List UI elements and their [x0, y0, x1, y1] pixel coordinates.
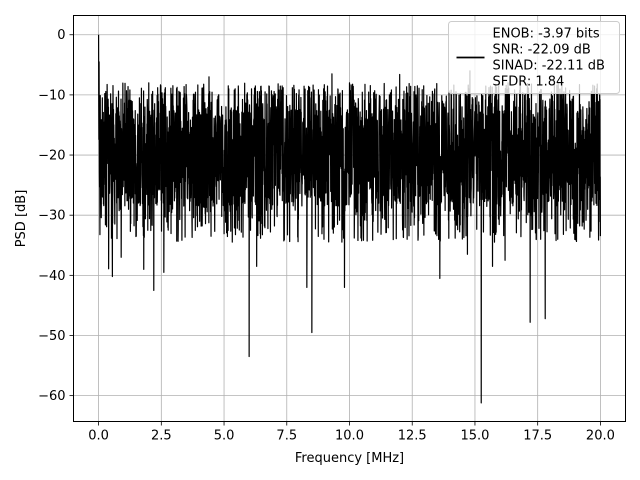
- x-tick-label: 17.5: [523, 429, 552, 444]
- y-tick-label: −30: [38, 209, 65, 224]
- x-tick-label: 5.0: [214, 429, 235, 444]
- x-tick-label: 15.0: [460, 429, 489, 444]
- legend-label-line: SFDR: 1.84: [493, 75, 565, 90]
- y-tick-label: 0: [57, 28, 65, 43]
- y-tick-label: −60: [38, 389, 65, 404]
- y-axis-label: PSD [dB]: [14, 190, 29, 248]
- x-tick-label: 0.0: [88, 429, 109, 444]
- legend-box: [448, 21, 620, 94]
- psd-series-line: [97, 34, 602, 404]
- axis-ticks: 0.0 2.5 5.0 7.5 10.0 12.5 15.0 17.5 20.0 0 −10 −20 −…: [38, 28, 615, 443]
- x-tick-label: 20.0: [586, 429, 615, 444]
- x-axis-label: Frequency [MHz]: [295, 451, 404, 466]
- plot-area: [97, 34, 602, 404]
- x-tick-label: 10.0: [335, 429, 364, 444]
- legend-label-line: SINAD: -22.11 dB: [493, 59, 605, 74]
- y-tick-label: −40: [38, 269, 65, 284]
- x-tick-label: 12.5: [398, 429, 427, 444]
- y-tick-label: −20: [38, 149, 65, 164]
- legend-label-line: ENOB: -3.97 bits: [493, 27, 600, 42]
- x-tick-label: 7.5: [276, 429, 297, 444]
- y-tick-label: −50: [38, 329, 65, 344]
- legend-label-line: SNR: -22.09 dB: [493, 43, 591, 58]
- y-tick-label: −10: [38, 88, 65, 103]
- x-tick-label: 2.5: [151, 429, 172, 444]
